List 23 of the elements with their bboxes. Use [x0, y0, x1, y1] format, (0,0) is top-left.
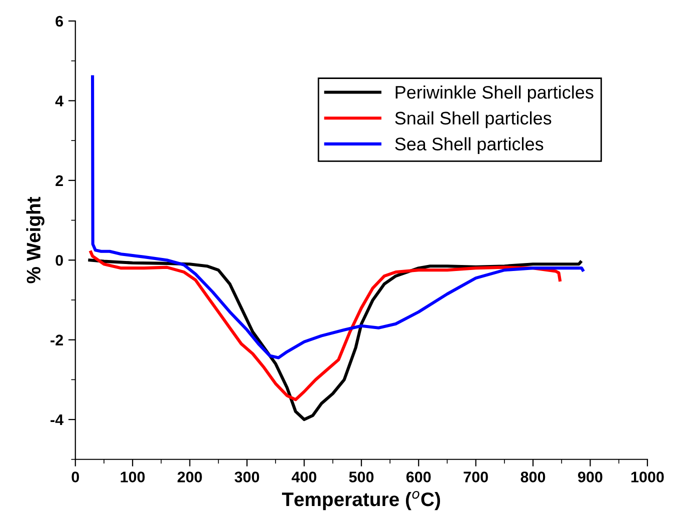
legend-label: Sea Shell particles [395, 137, 544, 154]
y-tick-label: -2 [50, 334, 63, 346]
y-tick-label: 6 [56, 16, 64, 27]
x-tick-label: 100 [120, 472, 145, 482]
x-tick-label: 200 [178, 472, 202, 482]
x-tick-label: 0 [72, 472, 79, 482]
legend-label: Periwinkle Shell particles [396, 85, 594, 102]
x-tick-label: 700 [464, 472, 488, 482]
x-tick-label: 1000 [631, 472, 664, 482]
y-tick-label: 2 [56, 175, 63, 186]
x-axis-title: Temperature ($^{o}$C) [282, 490, 440, 510]
line-series [89, 250, 562, 402]
y-axis-title: % Weight [26, 196, 44, 284]
y-tick-label: 0 [56, 254, 63, 266]
x-tick-label: 800 [520, 472, 546, 482]
y-tick-label: -4 [50, 414, 64, 426]
x-tick-label: 900 [578, 472, 602, 482]
y-tick-label: 4 [55, 96, 64, 106]
x-tick-label: 500 [349, 472, 374, 482]
x-tick-label: 400 [292, 472, 316, 482]
x-tick-label: 300 [234, 472, 260, 482]
x-tick-label: 600 [406, 472, 431, 482]
legend-label: Snail Shell particles [395, 111, 552, 128]
